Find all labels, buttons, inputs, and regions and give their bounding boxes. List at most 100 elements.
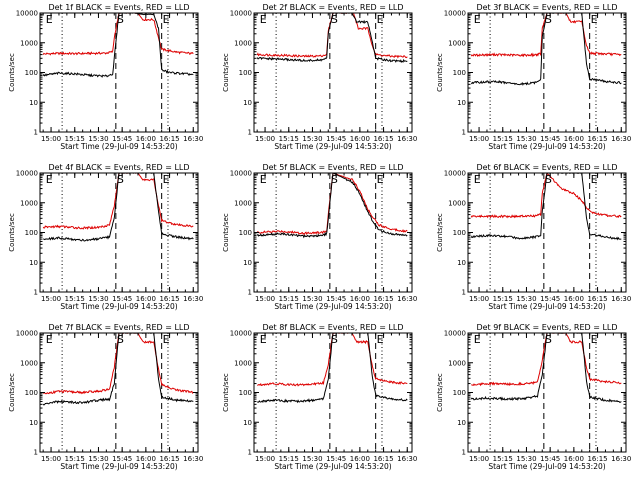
panel-title: Det 9f BLACK = Events, RED = LLD xyxy=(476,323,617,332)
x-tick-label: 15:15 xyxy=(65,295,85,303)
time-marker-s: S xyxy=(117,13,124,26)
time-marker-e: E xyxy=(163,13,170,26)
x-tick-label: 16:30 xyxy=(611,135,631,143)
panel-det-7: Det 7f BLACK = Events, RED = LLD 1 10 100 10… xyxy=(8,323,203,471)
series-line-events xyxy=(470,173,622,241)
x-tick-label: 16:15 xyxy=(373,295,393,303)
panel-title: Det 2f BLACK = Events, RED = LLD xyxy=(262,3,403,12)
x-tick-label: 15:45 xyxy=(112,135,132,143)
x-tick-label: 15:30 xyxy=(302,135,322,143)
time-marker-s: S xyxy=(117,333,124,346)
series-line-events xyxy=(470,13,622,86)
y-tick-label: 1000 xyxy=(234,39,252,47)
time-marker-e: E xyxy=(591,333,598,346)
time-marker-s: S xyxy=(545,173,552,186)
y-axis-label: Counts/sec xyxy=(222,373,230,412)
y-tick-label: 100 xyxy=(453,389,466,397)
x-tick-label: 15:45 xyxy=(540,135,560,143)
y-tick-label: 10000 xyxy=(444,330,466,338)
x-tick-label: 16:00 xyxy=(136,295,156,303)
y-tick-label: 10000 xyxy=(16,330,38,338)
y-tick-label: 10 xyxy=(29,99,38,107)
y-tick-label: 10 xyxy=(457,259,466,267)
y-tick-label: 10000 xyxy=(230,170,252,178)
x-tick-label: 15:00 xyxy=(255,135,275,143)
y-tick-label: 10 xyxy=(29,419,38,427)
plot-frame xyxy=(467,172,627,293)
panel-det-8: Det 8f BLACK = Events, RED = LLD 1 10 100 10… xyxy=(222,323,417,471)
x-tick-label: 15:15 xyxy=(279,295,299,303)
y-tick-label: 1000 xyxy=(20,39,38,47)
x-axis-label: Start Time (29-Jul-09 14:53:20) xyxy=(488,142,605,151)
y-tick-label: 100 xyxy=(239,69,252,77)
x-tick-label: 15:15 xyxy=(65,135,85,143)
x-tick-label: 15:15 xyxy=(279,135,299,143)
x-tick-label: 15:15 xyxy=(65,455,85,463)
time-marker-e: E xyxy=(474,13,481,26)
y-axis-label: Counts/sec xyxy=(8,213,16,252)
x-tick-label: 15:00 xyxy=(469,295,489,303)
x-tick-label: 15:45 xyxy=(540,455,560,463)
y-axis-label: Counts/sec xyxy=(436,53,444,92)
x-axis-label: Start Time (29-Jul-09 14:53:20) xyxy=(488,462,605,471)
y-tick-label: 10000 xyxy=(16,170,38,178)
x-tick-label: 15:45 xyxy=(326,455,346,463)
series-line-events xyxy=(256,173,408,239)
x-axis-label: Start Time (29-Jul-09 14:53:20) xyxy=(60,142,177,151)
plot-frame xyxy=(253,12,413,133)
y-tick-label: 10000 xyxy=(230,10,252,18)
plot-frame xyxy=(467,332,627,453)
y-tick-label: 1 xyxy=(34,289,38,297)
series-line-events xyxy=(42,333,194,406)
time-marker-e: E xyxy=(260,333,267,346)
y-tick-label: 1000 xyxy=(20,199,38,207)
x-tick-label: 15:30 xyxy=(302,295,322,303)
y-tick-label: 100 xyxy=(239,229,252,237)
x-axis-label: Start Time (29-Jul-09 14:53:20) xyxy=(274,462,391,471)
x-tick-label: 16:00 xyxy=(564,135,584,143)
x-tick-label: 15:45 xyxy=(112,295,132,303)
y-tick-label: 10000 xyxy=(444,10,466,18)
time-marker-s: S xyxy=(331,173,338,186)
y-tick-label: 10 xyxy=(457,99,466,107)
x-tick-label: 16:00 xyxy=(136,455,156,463)
time-marker-s: S xyxy=(331,13,338,26)
time-marker-s: S xyxy=(331,333,338,346)
series-line-events xyxy=(257,333,408,404)
x-tick-label: 16:30 xyxy=(611,455,631,463)
y-tick-label: 10 xyxy=(457,419,466,427)
x-tick-label: 15:30 xyxy=(88,135,108,143)
y-tick-label: 1 xyxy=(248,129,252,137)
series-line-events xyxy=(43,173,194,242)
x-tick-label: 16:30 xyxy=(397,455,417,463)
x-tick-label: 16:15 xyxy=(373,135,393,143)
time-marker-e: E xyxy=(377,173,384,186)
time-marker-e: E xyxy=(591,173,598,186)
y-tick-label: 1000 xyxy=(448,359,466,367)
y-tick-label: 1 xyxy=(462,289,466,297)
x-tick-label: 16:15 xyxy=(587,295,607,303)
x-tick-label: 15:15 xyxy=(493,455,513,463)
y-tick-label: 1000 xyxy=(448,39,466,47)
x-tick-label: 15:30 xyxy=(302,455,322,463)
x-tick-label: 16:30 xyxy=(183,295,203,303)
y-tick-label: 10 xyxy=(243,259,252,267)
time-marker-e: E xyxy=(163,173,170,186)
x-tick-label: 15:45 xyxy=(326,295,346,303)
panel-det-5: Det 5f BLACK = Events, RED = LLD 1 10 100 10… xyxy=(222,163,417,311)
y-tick-label: 1000 xyxy=(20,359,38,367)
y-tick-label: 1000 xyxy=(234,199,252,207)
y-axis-label: Counts/sec xyxy=(222,53,230,92)
series-line-lld xyxy=(42,13,194,56)
y-tick-label: 10 xyxy=(29,259,38,267)
panel-det-6: Det 6f BLACK = Events, RED = LLD 1 10 100 10… xyxy=(436,163,631,311)
panel-title: Det 7f BLACK = Events, RED = LLD xyxy=(48,323,189,332)
time-marker-s: S xyxy=(117,173,124,186)
x-tick-label: 15:15 xyxy=(279,455,299,463)
y-tick-label: 1000 xyxy=(234,359,252,367)
x-tick-label: 16:30 xyxy=(611,295,631,303)
panel-det-1: Det 1f BLACK = Events, RED = LLD 1 10 100 10… xyxy=(8,3,203,151)
x-tick-label: 16:30 xyxy=(397,135,417,143)
x-tick-label: 16:00 xyxy=(564,455,584,463)
x-tick-label: 15:45 xyxy=(540,295,560,303)
